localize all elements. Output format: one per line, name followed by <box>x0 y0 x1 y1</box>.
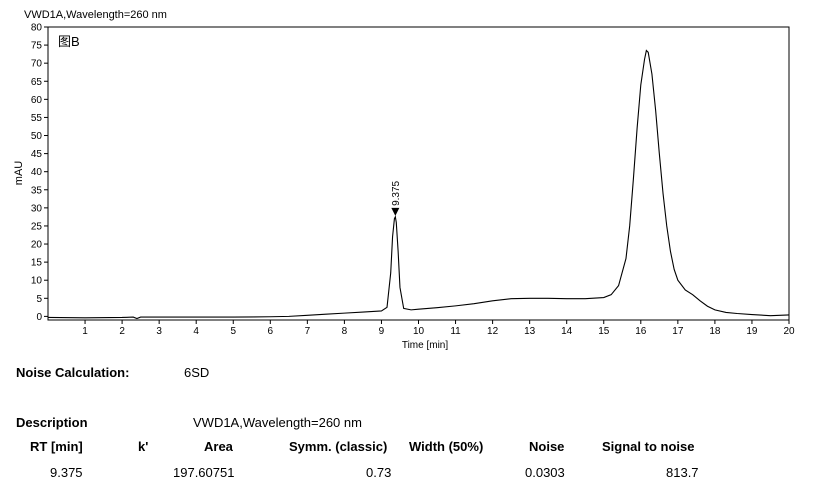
row-symmetry: 0.73 <box>366 465 392 480</box>
x-tick-label: 9 <box>379 326 385 337</box>
noise-calculation-value: 6SD <box>184 365 210 380</box>
x-tick-label: 11 <box>450 326 461 337</box>
peak-annotations: 9.375 <box>391 180 402 216</box>
row-noise: 0.0303 <box>525 465 565 480</box>
panel-label: 图B <box>58 34 80 49</box>
x-tick-label: 20 <box>783 326 795 337</box>
y-tick-label: 45 <box>31 149 43 160</box>
x-tick-label: 3 <box>156 326 162 337</box>
x-tick-label: 16 <box>635 326 647 337</box>
y-tick-label: 55 <box>31 113 43 124</box>
header-signal-to-noise: Signal to noise <box>602 439 695 454</box>
x-tick-label: 18 <box>709 326 721 337</box>
x-tick-label: 12 <box>487 326 499 337</box>
x-tick-label: 6 <box>268 326 274 337</box>
x-tick-label: 8 <box>342 326 348 337</box>
plot-frame <box>47 26 790 321</box>
y-tick-label: 25 <box>31 221 43 232</box>
y-tick-label: 80 <box>31 23 43 34</box>
x-axis-ticks: 1 2 3 4 5 6 7 8 9 10 11 12 13 14 15 16 17 18 19 20 <box>82 320 795 337</box>
noise-calculation-label: Noise Calculation: <box>16 365 130 380</box>
y-tick-label: 30 <box>31 203 43 214</box>
x-tick-label: 1 <box>82 326 88 337</box>
y-axis-ticks: 0 5 10 15 20 25 30 35 40 45 50 55 60 65 70 75 80 <box>31 23 48 323</box>
y-tick-label: 65 <box>31 77 43 88</box>
x-tick-label: 17 <box>672 326 684 337</box>
y-tick-label: 50 <box>31 131 43 142</box>
x-tick-label: 7 <box>305 326 311 337</box>
y-tick-label: 10 <box>31 276 43 287</box>
chromatogram-series-line <box>47 49 790 320</box>
x-tick-label: 15 <box>598 326 610 337</box>
y-tick-label: 20 <box>31 240 43 251</box>
y-tick-label: 0 <box>36 312 42 323</box>
y-tick-label: 75 <box>31 41 43 52</box>
peak-marker <box>391 207 400 216</box>
row-area: 197.60751 <box>173 465 235 480</box>
y-tick-label: 35 <box>31 185 43 196</box>
header-k: k' <box>138 439 149 454</box>
y-tick-label: 5 <box>36 294 42 305</box>
header-width: Width (50%) <box>409 439 484 454</box>
y-tick-label: 60 <box>31 95 43 106</box>
row-signal-to-noise: 813.7 <box>666 465 699 480</box>
x-tick-label: 4 <box>193 326 199 337</box>
header-area: Area <box>204 439 233 454</box>
x-tick-label: 10 <box>413 326 425 337</box>
chromatogram-chart: VWD1A,Wavelength=260 nm 图B mAU Time [min… <box>13 9 795 351</box>
x-tick-label: 14 <box>561 326 573 337</box>
y-tick-label: 15 <box>31 258 43 269</box>
x-tick-label: 2 <box>119 326 125 337</box>
header-symmetry: Symm. (classic) <box>289 439 388 454</box>
description-value: VWD1A,Wavelength=260 nm <box>193 415 362 430</box>
x-tick-label: 19 <box>746 326 758 337</box>
row-rt: 9.375 <box>50 465 83 480</box>
y-axis-label: mAU <box>13 161 25 186</box>
chart-title: VWD1A,Wavelength=260 nm <box>24 9 167 21</box>
x-tick-label: 5 <box>230 326 236 337</box>
header-noise: Noise <box>529 439 565 454</box>
header-rt: RT [min] <box>30 439 83 454</box>
x-axis-label: Time [min] <box>402 340 449 351</box>
description-label: Description <box>16 415 88 430</box>
peak-label: 9.375 <box>391 180 402 205</box>
y-tick-label: 40 <box>31 167 43 178</box>
x-tick-label: 13 <box>524 326 536 337</box>
y-tick-label: 70 <box>31 59 43 70</box>
